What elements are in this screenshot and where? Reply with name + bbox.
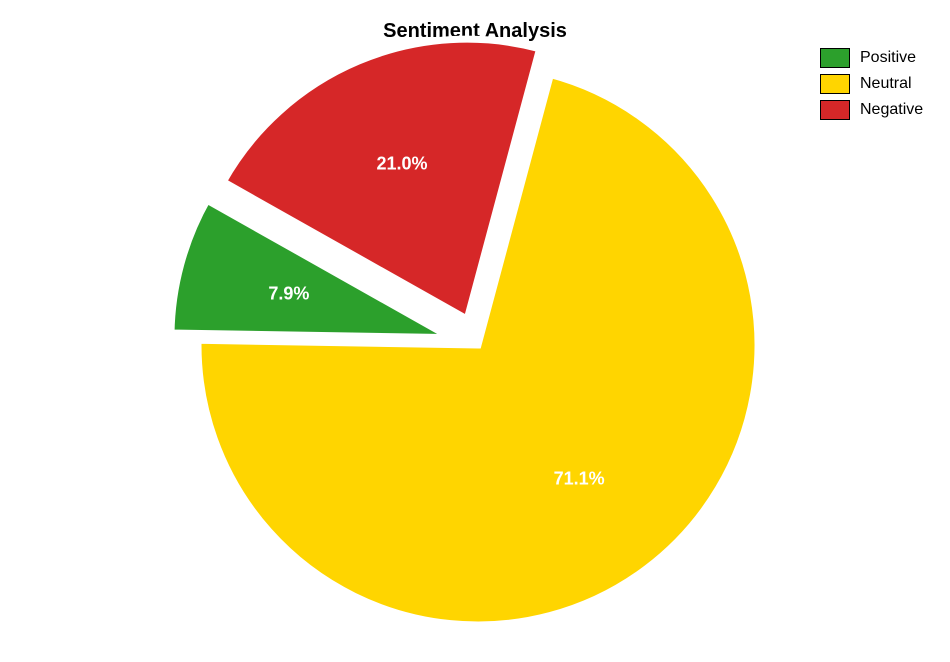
pie-slice-label: 7.9% — [268, 283, 309, 304]
legend-swatch — [820, 100, 850, 120]
legend-swatch — [820, 48, 850, 68]
sentiment-pie-chart: Sentiment Analysis PositiveNeutralNegati… — [0, 0, 950, 662]
legend-swatch — [820, 74, 850, 94]
legend-label: Negative — [860, 101, 923, 119]
pie-slice-label: 21.0% — [377, 154, 428, 175]
legend: Positive Neutral Negative — [820, 48, 923, 126]
legend-item: Negative — [820, 100, 923, 120]
legend-item: Neutral — [820, 74, 923, 94]
legend-label: Neutral — [860, 75, 912, 93]
legend-label: Positive — [860, 49, 916, 67]
legend-item: Positive — [820, 48, 923, 68]
pie-svg — [0, 0, 950, 662]
pie-slice-label: 71.1% — [554, 469, 605, 490]
